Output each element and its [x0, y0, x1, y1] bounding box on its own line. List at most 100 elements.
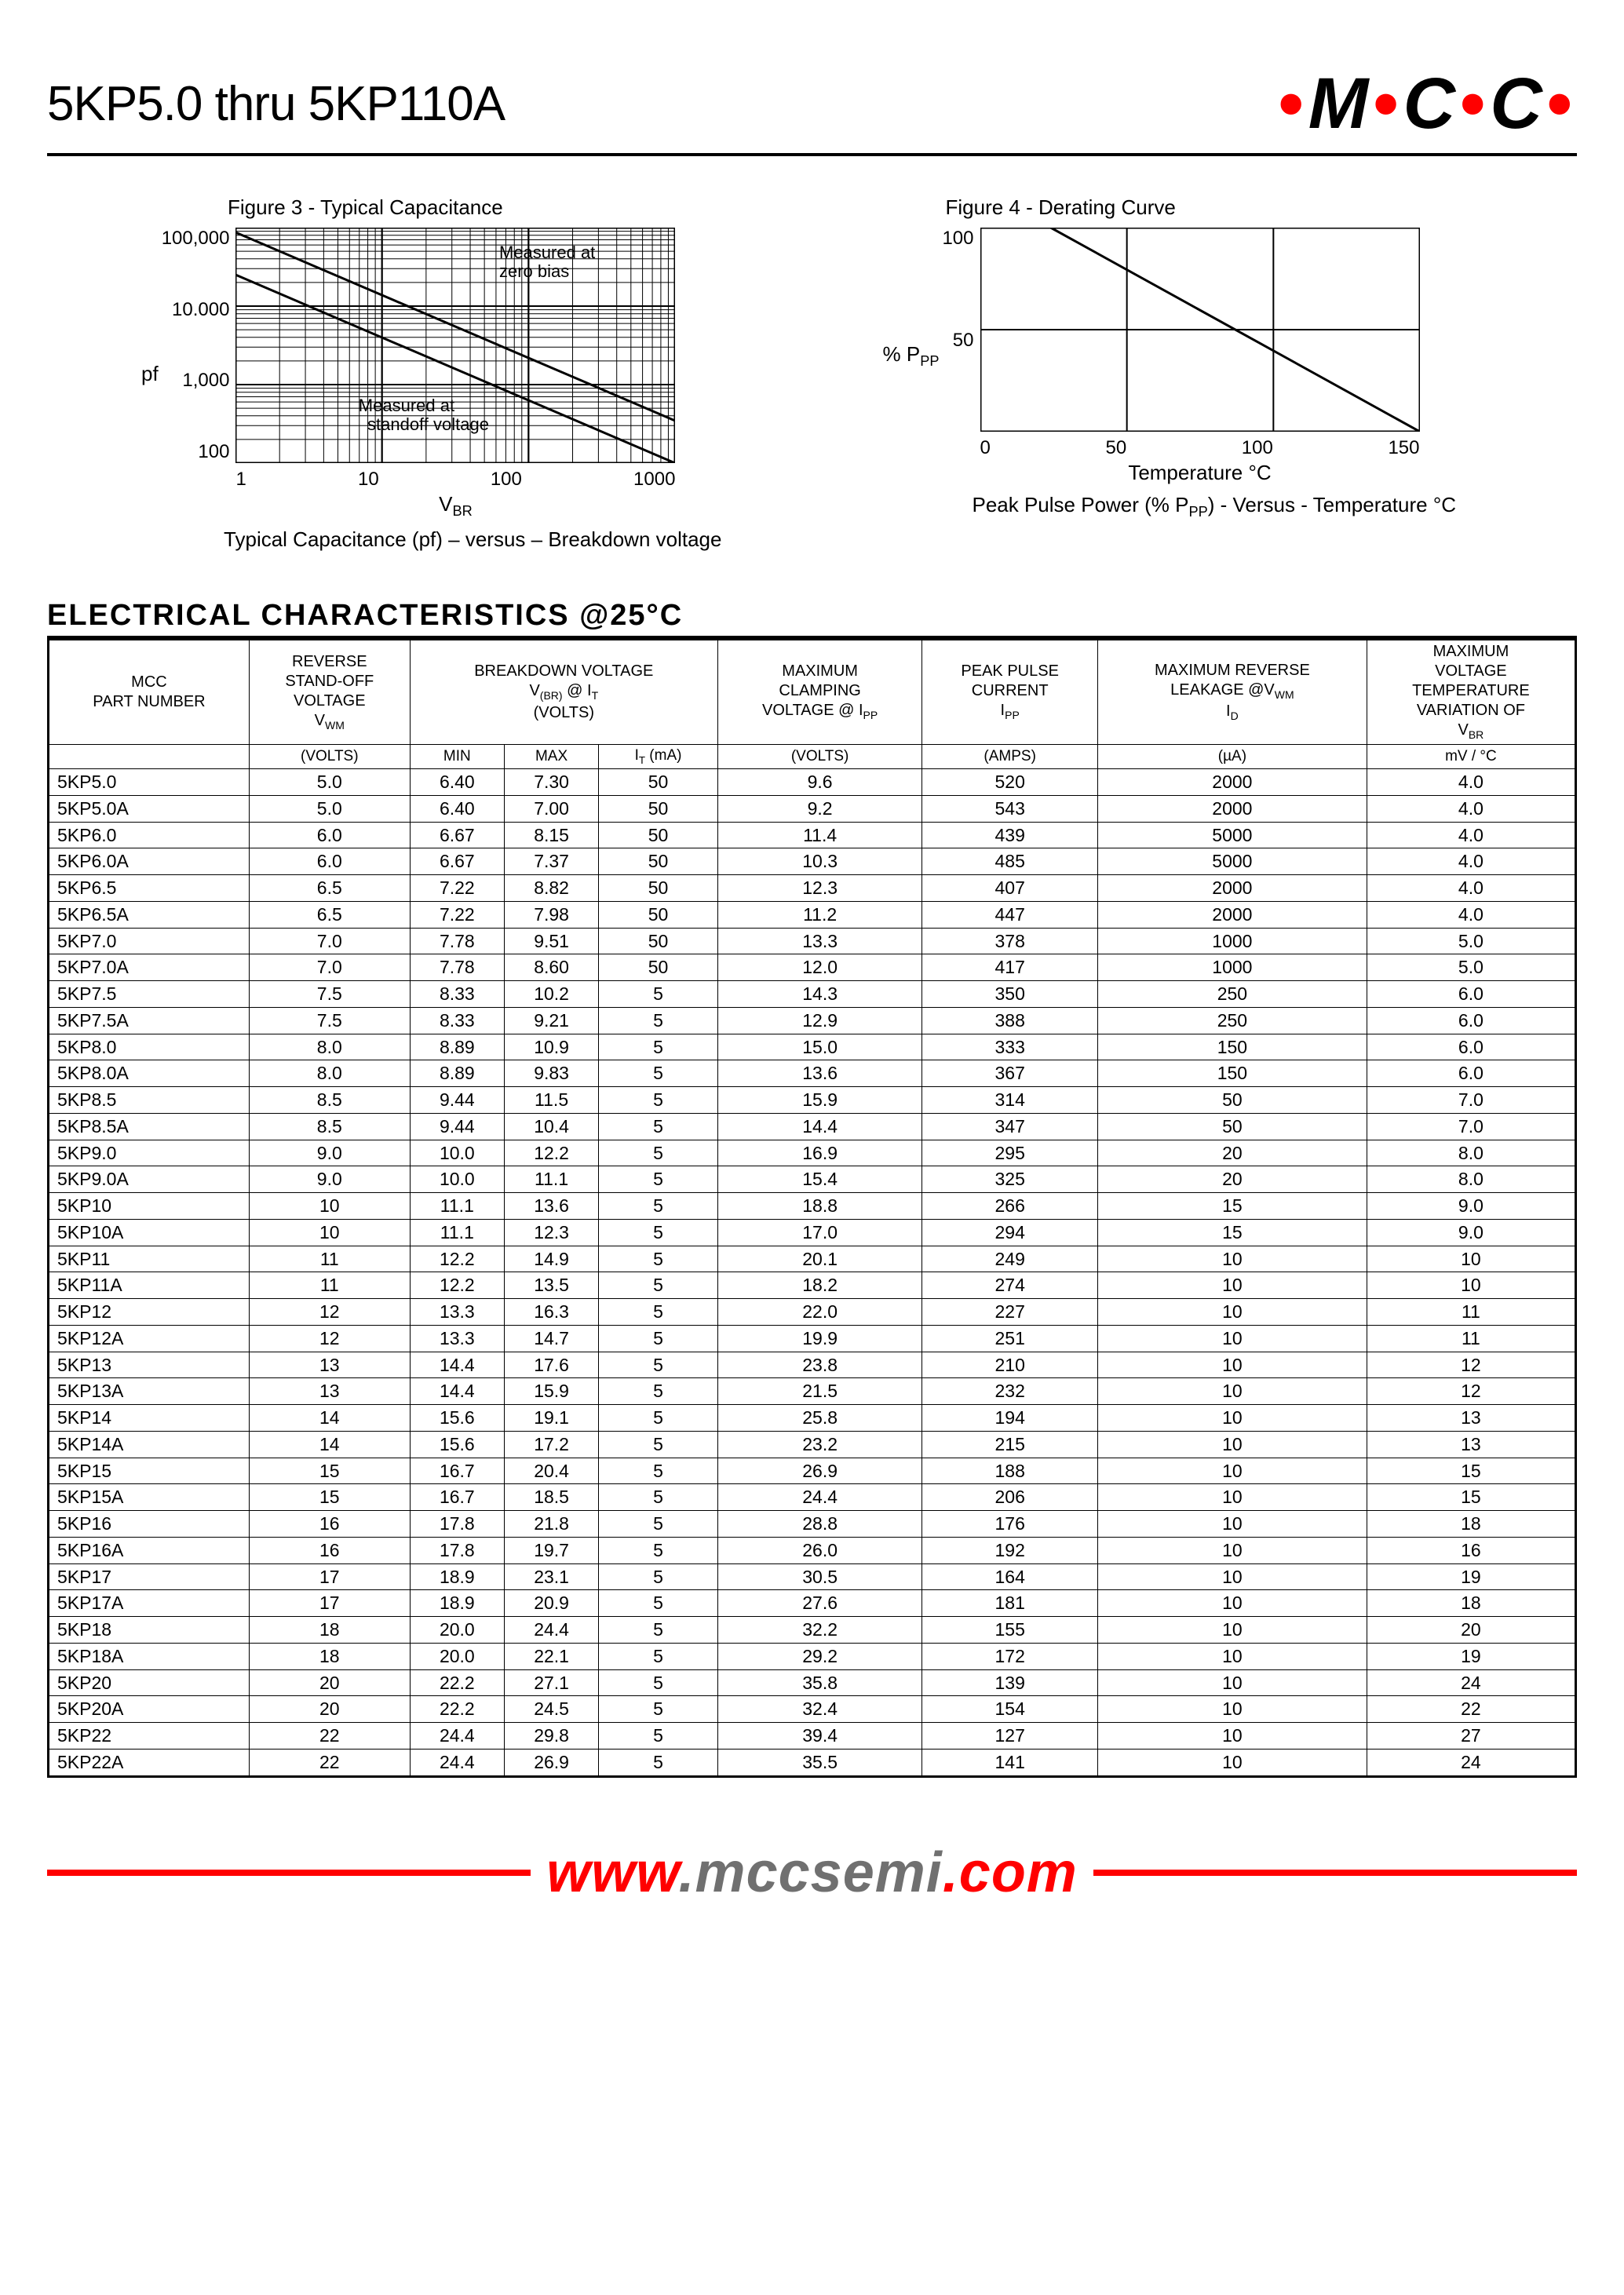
table-cell: 5: [599, 1060, 718, 1087]
table-cell: 10: [1097, 1431, 1367, 1458]
footer-url-part: mccsemi: [695, 1841, 943, 1904]
table-cell: 5: [599, 1723, 718, 1750]
electrical-characteristics-table: MCCPART NUMBERREVERSESTAND-OFFVOLTAGEVWM…: [47, 638, 1577, 1777]
table-cell: 13.5: [504, 1272, 598, 1299]
table-cell: 10: [1097, 1352, 1367, 1378]
table-row: 5KP151516.720.4526.91881015: [49, 1458, 1576, 1484]
logo-letter: M: [1308, 63, 1370, 145]
table-row: 5KP12A1213.314.7519.92511011: [49, 1325, 1576, 1352]
table-cell: 20.1: [717, 1246, 921, 1272]
table-cell: 10: [1097, 1696, 1367, 1723]
table-cell: 5KP18: [49, 1617, 250, 1644]
table-cell: 9.21: [504, 1007, 598, 1034]
table-cell: 9.0: [249, 1140, 410, 1166]
table-cell: 5: [599, 1643, 718, 1669]
table-row: 5KP15A1516.718.5524.42061015: [49, 1484, 1576, 1511]
table-cell: 367: [922, 1060, 1098, 1087]
table-cell: 192: [922, 1537, 1098, 1563]
table-cell: 50: [599, 822, 718, 848]
table-cell: 7.22: [410, 875, 504, 902]
table-cell: 14.4: [410, 1352, 504, 1378]
table-row: 5KP121213.316.3522.02271011: [49, 1299, 1576, 1326]
table-cell: 251: [922, 1325, 1098, 1352]
table-cell: 5KP16A: [49, 1537, 250, 1563]
table-row: 5KP18A1820.022.1529.21721019: [49, 1643, 1576, 1669]
table-cell: 6.5: [249, 875, 410, 902]
table-row: 5KP6.06.06.678.155011.443950004.0: [49, 822, 1576, 848]
table-cell: 5: [599, 1749, 718, 1776]
table-cell: 10.0: [410, 1166, 504, 1193]
table-cell: 5KP17A: [49, 1590, 250, 1617]
table-cell: 24.4: [717, 1484, 921, 1511]
table-cell: 18: [249, 1643, 410, 1669]
table-cell: 9.44: [410, 1113, 504, 1140]
table-cell: 150: [1097, 1060, 1367, 1087]
table-cell: 23.1: [504, 1563, 598, 1590]
table-cell: 14.3: [717, 981, 921, 1008]
table-cell: 5KP20: [49, 1669, 250, 1696]
table-cell: 20: [1367, 1617, 1575, 1644]
table-cell: 6.0: [1367, 1034, 1575, 1060]
table-cell: 17.2: [504, 1431, 598, 1458]
table-row: 5KP6.0A6.06.677.375010.348550004.0: [49, 848, 1576, 875]
table-cell: 5KP6.5: [49, 875, 250, 902]
table-cell: 10: [1097, 1537, 1367, 1563]
logo-dot-icon: •: [1279, 63, 1305, 145]
table-cell: 12.2: [504, 1140, 598, 1166]
table-cell: 5: [599, 1563, 718, 1590]
table-cell: 35.5: [717, 1749, 921, 1776]
table-cell: 5: [599, 1166, 718, 1193]
table-cell: 13.6: [717, 1060, 921, 1087]
figure3-caption: Typical Capacitance (pf) – versus – Brea…: [141, 527, 805, 552]
table-group-header: REVERSESTAND-OFFVOLTAGEVWM: [249, 640, 410, 745]
figure4-x-tick: 100: [1242, 437, 1273, 459]
table-cell: 7.78: [410, 928, 504, 954]
table-group-header: PEAK PULSECURRENTIPP: [922, 640, 1098, 745]
table-cell: 5KP15A: [49, 1484, 250, 1511]
table-cell: 12: [249, 1325, 410, 1352]
table-cell: 266: [922, 1193, 1098, 1220]
table-cell: 388: [922, 1007, 1098, 1034]
table-cell: 20: [249, 1669, 410, 1696]
figure3-y-tick: 10.000: [172, 299, 229, 321]
table-cell: 10: [1097, 1378, 1367, 1405]
table-cell: 7.0: [1367, 1113, 1575, 1140]
figure3-y-ticks: 100,00010.0001,000100: [162, 228, 236, 463]
table-cell: 10: [1097, 1723, 1367, 1750]
figures-row: Figure 3 - Typical Capacitance pf 100,00…: [141, 195, 1546, 552]
table-cell: 21.5: [717, 1378, 921, 1405]
figure3-svg: Measured atzero biasMeasured atstandoff …: [235, 228, 675, 463]
table-row: 5KP8.0A8.08.899.83513.63671506.0: [49, 1060, 1576, 1087]
logo-dot-icon: •: [1460, 63, 1487, 145]
figure3-y-tick: 100: [198, 441, 229, 463]
table-cell: 4.0: [1367, 848, 1575, 875]
table-group-header: BREAKDOWN VOLTAGEV(BR) @ IT(VOLTS): [410, 640, 717, 745]
table-cell: 5: [599, 1140, 718, 1166]
table-cell: 210: [922, 1352, 1098, 1378]
table-cell: 7.30: [504, 769, 598, 796]
table-row: 5KP111112.214.9520.12491010: [49, 1246, 1576, 1272]
figure3-x-tick: 100: [491, 469, 522, 491]
table-cell: 6.0: [249, 822, 410, 848]
table-cell: 5: [599, 1590, 718, 1617]
table-cell: 22: [249, 1723, 410, 1750]
table-cell: 10: [1097, 1484, 1367, 1511]
table-cell: 18.5: [504, 1484, 598, 1511]
table-cell: 24.4: [410, 1723, 504, 1750]
footer-url-part: www: [546, 1841, 678, 1904]
table-cell: 11: [1367, 1299, 1575, 1326]
table-cell: 14.4: [717, 1113, 921, 1140]
table-cell: 50: [1097, 1087, 1367, 1114]
table-cell: 22.0: [717, 1299, 921, 1326]
table-cell: 14.4: [410, 1378, 504, 1405]
table-cell: 6.5: [249, 901, 410, 928]
table-cell: 5KP13A: [49, 1378, 250, 1405]
table-cell: 18: [1367, 1590, 1575, 1617]
table-group-header: MAXIMUMVOLTAGETEMPERATUREVARIATION OFVBR: [1367, 640, 1575, 745]
table-cell: 10: [1097, 1272, 1367, 1299]
table-row: 5KP14A1415.617.2523.22151013: [49, 1431, 1576, 1458]
table-row: 5KP17A1718.920.9527.61811018: [49, 1590, 1576, 1617]
table-cell: 194: [922, 1405, 1098, 1432]
table-cell: 32.4: [717, 1696, 921, 1723]
table-row: 5KP6.5A6.57.227.985011.244720004.0: [49, 901, 1576, 928]
